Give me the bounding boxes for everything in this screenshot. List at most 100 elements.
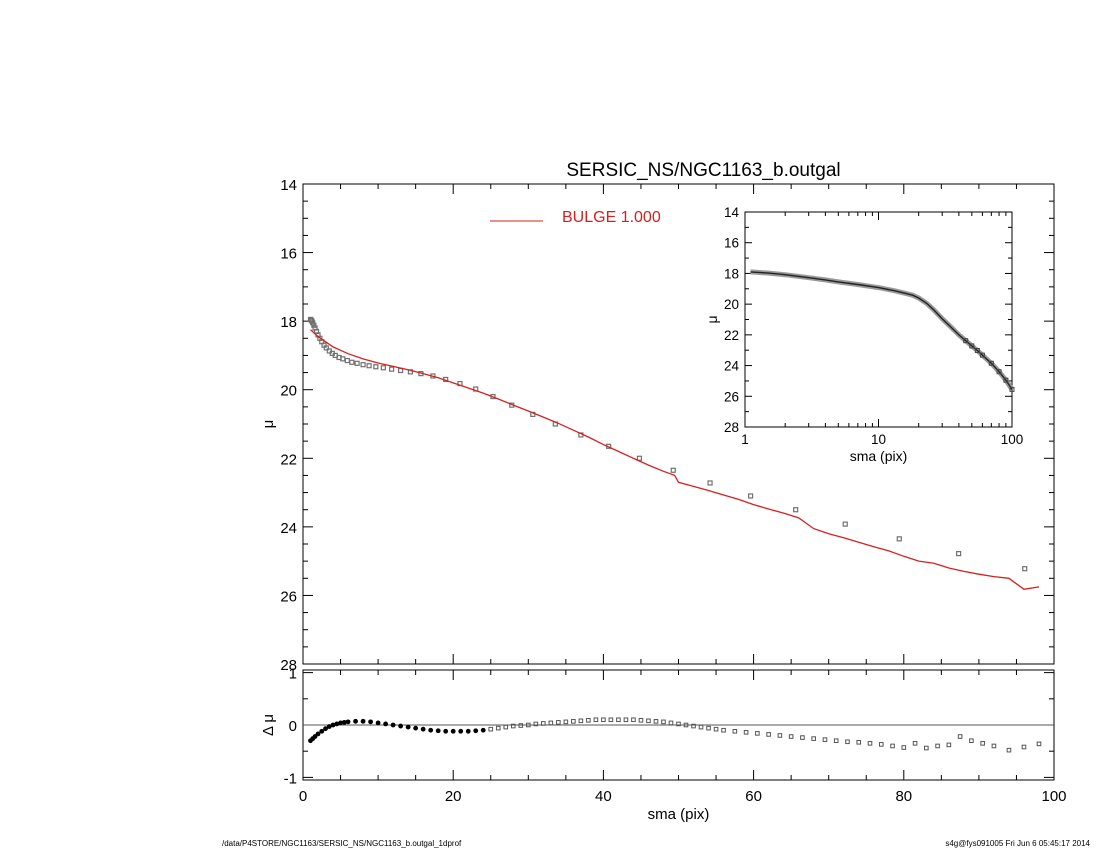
resid-point (856, 739, 862, 745)
resid-point (330, 722, 336, 728)
data-point (380, 365, 386, 371)
resid-point (428, 727, 434, 733)
data-point (398, 367, 404, 374)
inset-point (1009, 386, 1015, 392)
resid-point (450, 728, 456, 734)
resid-xtick-label: 80 (895, 788, 912, 805)
resid-point (616, 717, 621, 723)
resid-xlabel: sma (pix) (648, 806, 710, 823)
data-point (354, 360, 360, 366)
inset-ytick-label: 22 (724, 328, 739, 343)
resid-xtick-label: 0 (299, 788, 307, 805)
footer-timestamp: s4g@fys091005 Fri Jun 6 05:45:17 2014 (945, 839, 1090, 848)
resid-point (443, 728, 449, 734)
resid-point (713, 726, 719, 732)
resid-point (601, 717, 606, 723)
data-point (747, 493, 754, 499)
resid-point (465, 728, 471, 734)
main-ytick-label: 24 (280, 520, 297, 537)
resid-point (413, 725, 419, 731)
main-ytick-label: 28 (280, 657, 297, 674)
main-ytick-label: 26 (280, 588, 297, 605)
resid-point (777, 733, 783, 738)
resid-point (811, 736, 816, 741)
resid-point (878, 742, 884, 747)
resid-point (586, 717, 591, 723)
data-point (793, 507, 799, 513)
inset-xtick-label: 1 (741, 432, 749, 447)
resid-point (867, 741, 873, 746)
inset-ytick-label: 18 (724, 266, 739, 281)
inset-ytick-label: 26 (724, 389, 739, 404)
resid-point (646, 718, 651, 724)
resid-point (924, 745, 929, 751)
resid-point (833, 738, 839, 744)
resid-point (957, 734, 963, 739)
main-ytick-label: 16 (280, 246, 297, 263)
resid-point (510, 723, 516, 729)
resid-point (946, 742, 952, 748)
resid-point (458, 728, 464, 734)
resid-point (360, 718, 366, 724)
resid-point (503, 724, 509, 730)
resid-point (473, 728, 479, 734)
inset-profile-line (750, 271, 1013, 390)
resid-point (405, 724, 411, 730)
data-point (373, 364, 379, 370)
resid-point (638, 717, 644, 723)
inset-point (996, 369, 1002, 375)
inset-xlabel: sma (pix) (850, 448, 908, 464)
inset-point (1003, 377, 1009, 383)
resid-point (845, 739, 850, 745)
resid-point (390, 722, 396, 728)
data-point (389, 366, 395, 372)
resid-point (1036, 741, 1042, 747)
footer-file-path: /data/P4STORE/NGC1163/SERSIC_NS/NGC1163_… (222, 839, 462, 848)
resid-point (683, 722, 689, 728)
resid-point (398, 723, 404, 729)
resid-point (991, 743, 997, 749)
resid-point (480, 727, 486, 733)
resid-point (631, 717, 636, 723)
main-ytick-label: 20 (280, 383, 297, 400)
resid-point (541, 721, 546, 726)
data-point (707, 480, 713, 486)
resid-point (563, 719, 569, 725)
resid-point (912, 741, 918, 746)
resid-point (1006, 747, 1012, 753)
resid-point (548, 720, 554, 726)
resid-point (980, 741, 985, 746)
resid-xtick-label: 40 (595, 788, 612, 805)
resid-point (1021, 744, 1027, 750)
legend-label: BULGE 1.000 (562, 209, 661, 226)
resid-ytick-label: 1 (289, 666, 297, 683)
main-ytick-label: 22 (280, 451, 297, 468)
resid-point (488, 726, 494, 732)
resid-point (383, 721, 389, 727)
main-ytick-label: 18 (280, 314, 297, 331)
resid-point (375, 720, 381, 726)
resid-point (319, 728, 325, 734)
inset-point (963, 338, 969, 344)
data-point (956, 550, 962, 557)
resid-xtick-label: 100 (1041, 788, 1066, 805)
data-point (360, 362, 366, 368)
main-profile-chart: SERSIC_NS/NGC1163_b.outgal 14 16 18 20 22 24 26… (260, 160, 1055, 674)
resid-xtick-label: 20 (445, 788, 462, 805)
resid-ytick-label: 0 (289, 718, 297, 735)
resid-ytick-label: -1 (284, 770, 297, 787)
resid-point (706, 725, 711, 731)
main-ylabel: μ (260, 420, 277, 429)
resid-point (743, 730, 749, 735)
main-ytick-label: 14 (280, 177, 297, 194)
resid-point (935, 743, 940, 749)
inset-point (979, 352, 985, 358)
resid-point (755, 731, 760, 736)
inset-point (988, 360, 994, 366)
resid-point (345, 719, 351, 725)
resid-point (556, 720, 561, 725)
resid-point (323, 726, 328, 732)
resid-point (334, 721, 340, 727)
